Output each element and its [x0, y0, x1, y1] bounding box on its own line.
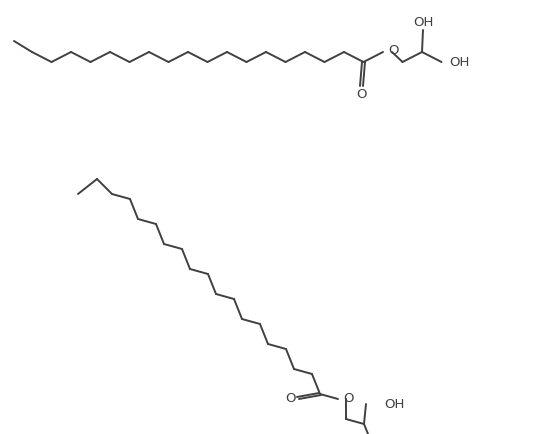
Text: O: O	[356, 88, 367, 101]
Text: O: O	[343, 392, 353, 405]
Text: OH: OH	[384, 398, 405, 411]
Text: O: O	[286, 392, 296, 405]
Text: OH: OH	[413, 16, 433, 29]
Text: O: O	[388, 45, 399, 57]
Text: OH: OH	[449, 56, 470, 69]
